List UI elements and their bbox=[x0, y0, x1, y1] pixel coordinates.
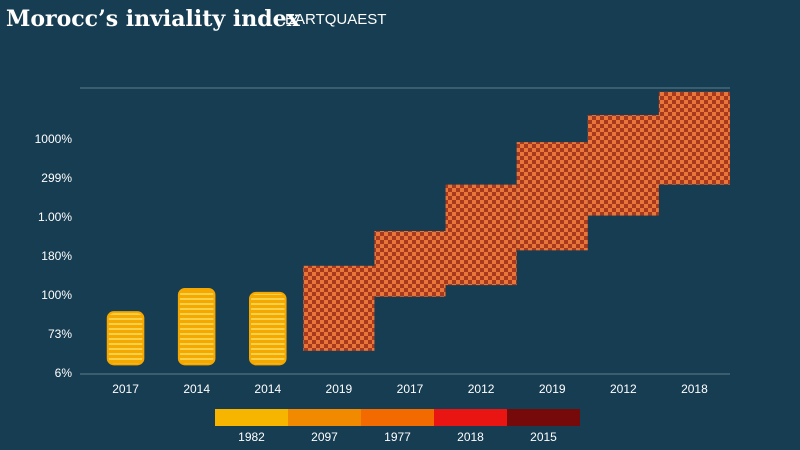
x-tick-label: 2012 bbox=[610, 382, 637, 396]
x-tick-label: 2019 bbox=[326, 382, 353, 396]
legend-label: 1977 bbox=[384, 430, 411, 444]
chart-subtitle: EARTQUAEST bbox=[285, 11, 386, 28]
x-tick-label: 2012 bbox=[468, 382, 495, 396]
y-tick-label: 180% bbox=[41, 249, 72, 263]
y-tick-label: 6% bbox=[55, 366, 73, 380]
legend-swatch bbox=[288, 409, 361, 426]
legend-label: 1982 bbox=[238, 430, 265, 444]
x-tick-label: 2014 bbox=[183, 382, 210, 396]
y-tick-label: 100% bbox=[41, 288, 72, 302]
x-tick-label: 2019 bbox=[539, 382, 566, 396]
y-tick-label: 73% bbox=[48, 327, 72, 341]
x-tick-label: 2014 bbox=[254, 382, 281, 396]
legend-swatch bbox=[215, 409, 288, 426]
y-tick-label: 1000% bbox=[35, 132, 73, 146]
x-tick-label: 2017 bbox=[397, 382, 424, 396]
legend-swatch bbox=[361, 409, 434, 426]
chart-title: Morocc’s inviality index bbox=[6, 6, 301, 32]
legend-label: 2018 bbox=[457, 430, 484, 444]
x-tick-label: 2017 bbox=[112, 382, 139, 396]
legend-label: 2015 bbox=[530, 430, 557, 444]
legend-label: 2097 bbox=[311, 430, 338, 444]
legend-swatch bbox=[434, 409, 507, 426]
range-block bbox=[303, 265, 375, 351]
y-tick-label: 1.00% bbox=[38, 210, 72, 224]
range-block bbox=[658, 91, 730, 185]
range-block bbox=[374, 231, 446, 297]
x-tick-label: 2018 bbox=[681, 382, 708, 396]
range-block bbox=[516, 142, 588, 251]
range-block bbox=[445, 184, 517, 286]
coin-stack bbox=[177, 287, 216, 366]
coin-stack bbox=[106, 311, 145, 366]
y-tick-label: 299% bbox=[41, 171, 72, 185]
range-block bbox=[587, 115, 659, 216]
legend-swatch bbox=[507, 409, 580, 426]
coin-stack bbox=[249, 291, 287, 366]
